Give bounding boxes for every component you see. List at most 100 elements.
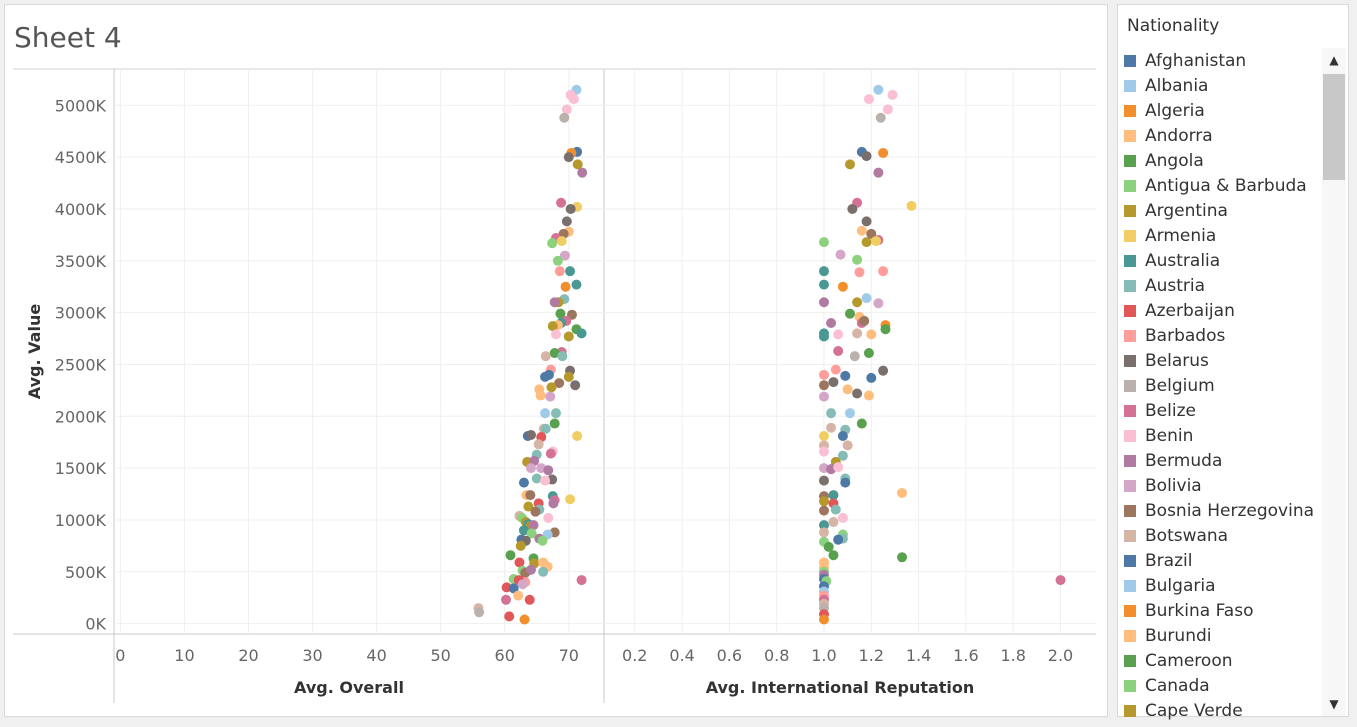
x-tick-label: 1.6	[953, 646, 978, 665]
legend-item[interactable]: Angola	[1124, 148, 1321, 173]
scroll-down-icon[interactable]: ▼	[1329, 697, 1339, 711]
legend-item[interactable]: Afghanistan	[1124, 48, 1321, 73]
data-point	[576, 328, 587, 339]
data-point	[823, 541, 834, 552]
x-tick-label: 1.8	[1000, 646, 1025, 665]
data-point	[548, 498, 559, 509]
legend-item[interactable]: Barbados	[1124, 323, 1321, 348]
data-point	[523, 501, 534, 512]
data-point	[818, 475, 829, 486]
legend-item[interactable]: Canada	[1124, 673, 1321, 698]
data-point	[873, 84, 884, 95]
legend-item[interactable]: Andorra	[1124, 123, 1321, 148]
legend-item[interactable]: Argentina	[1124, 198, 1321, 223]
legend-item[interactable]: Belgium	[1124, 373, 1321, 398]
data-point	[856, 225, 867, 236]
x-tick-label: 30	[302, 646, 322, 665]
data-point	[828, 550, 839, 561]
legend-item[interactable]: Algeria	[1124, 98, 1321, 123]
legend-item[interactable]: Azerbaijan	[1124, 298, 1321, 323]
y-tick-label: 3000K	[55, 304, 107, 323]
data-point	[906, 200, 917, 211]
legend-swatch	[1124, 679, 1136, 692]
data-point	[549, 348, 560, 359]
data-point	[856, 418, 867, 429]
legend-swatch	[1124, 354, 1136, 367]
legend-item[interactable]: Antigua & Barbuda	[1124, 173, 1321, 198]
data-point	[554, 266, 565, 277]
legend-swatch	[1124, 379, 1136, 392]
data-point	[866, 228, 877, 239]
data-point	[543, 512, 554, 523]
legend-item-label: Austria	[1145, 275, 1206, 296]
data-point	[540, 475, 551, 486]
legend-item[interactable]: Austria	[1124, 273, 1321, 298]
data-point	[550, 408, 561, 419]
data-point	[859, 315, 870, 326]
y-tick-label: 4000K	[55, 200, 107, 219]
data-point	[818, 520, 829, 531]
data-point	[559, 112, 570, 123]
data-point	[840, 370, 851, 381]
data-point	[852, 254, 863, 265]
data-point	[531, 473, 542, 484]
data-point	[861, 151, 872, 162]
legend-item[interactable]: Belarus	[1124, 348, 1321, 373]
scroll-thumb[interactable]	[1323, 74, 1345, 180]
data-point	[577, 167, 588, 178]
data-point	[505, 550, 516, 561]
legend-list: Afghanistan Albania Algeria Andorra Angola An…	[1118, 48, 1321, 720]
legend-item-label: Angola	[1145, 150, 1204, 171]
data-point	[519, 614, 530, 625]
legend-item[interactable]: Burundi	[1124, 623, 1321, 648]
data-point	[540, 351, 551, 362]
data-point	[826, 408, 837, 419]
data-point	[550, 329, 561, 340]
data-point	[538, 566, 549, 577]
x-tick-label: 50	[430, 646, 450, 665]
legend-item[interactable]: Armenia	[1124, 223, 1321, 248]
legend-item[interactable]: Cape Verde	[1124, 698, 1321, 720]
data-point	[852, 388, 863, 399]
data-point	[871, 236, 882, 247]
legend-item-label: Burkina Faso	[1145, 600, 1254, 621]
data-point	[559, 250, 570, 261]
y-tick-label: 500K	[65, 563, 107, 582]
x-tick-label: 0.8	[764, 646, 789, 665]
data-point	[514, 557, 525, 568]
data-point	[561, 104, 572, 115]
data-point	[845, 408, 855, 419]
data-point	[852, 328, 863, 339]
legend-item[interactable]: Burkina Faso	[1124, 598, 1321, 623]
scroll-up-icon[interactable]: ▲	[1329, 53, 1339, 67]
legend-item-label: Armenia	[1145, 225, 1217, 246]
legend-item[interactable]: Brazil	[1124, 548, 1321, 573]
legend-item-label: Bolivia	[1145, 475, 1202, 496]
x-tick-label: 0.6	[717, 646, 742, 665]
legend-item[interactable]: Bulgaria	[1124, 573, 1321, 598]
data-point	[508, 583, 519, 594]
data-point	[847, 203, 858, 214]
data-point	[540, 371, 551, 382]
legend-item[interactable]: Benin	[1124, 423, 1321, 448]
data-point	[842, 384, 853, 395]
data-point	[818, 331, 829, 342]
legend-item-label: Botswana	[1145, 525, 1229, 546]
data-point	[863, 94, 874, 105]
data-point	[525, 564, 536, 575]
data-point	[818, 430, 829, 441]
legend-item[interactable]: Bolivia	[1124, 473, 1321, 498]
data-point	[524, 594, 535, 605]
data-point	[837, 430, 848, 441]
legend-scrollbar[interactable]: ▲ ▼	[1322, 48, 1346, 716]
data-point	[842, 440, 853, 451]
legend-item[interactable]: Albania	[1124, 73, 1321, 98]
legend-item[interactable]: Australia	[1124, 248, 1321, 273]
x-axis-title: Avg. International Reputation	[706, 678, 975, 697]
legend-item[interactable]: Bosnia Herzegovina	[1124, 498, 1321, 523]
legend-item[interactable]: Belize	[1124, 398, 1321, 423]
legend-item[interactable]: Botswana	[1124, 523, 1321, 548]
legend-item[interactable]: Cameroon	[1124, 648, 1321, 673]
data-point	[547, 321, 558, 332]
legend-item[interactable]: Bermuda	[1124, 448, 1321, 473]
